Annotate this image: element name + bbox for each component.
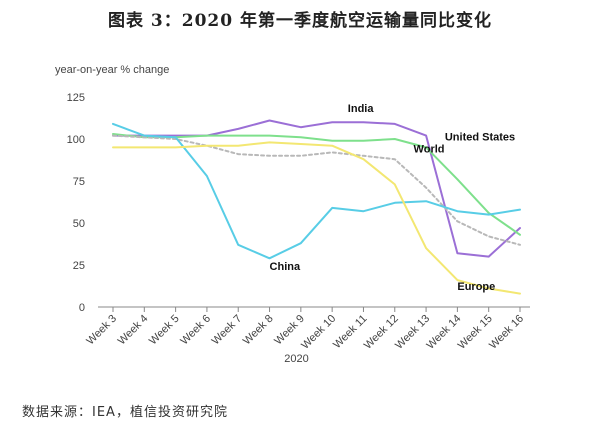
y-tick-label: 100	[67, 134, 85, 146]
x-tick-label: Week 5	[147, 313, 182, 348]
series-line-china	[112, 122, 521, 260]
page-title: 图表 3：2020 年第一季度航空运输量同比变化	[108, 11, 492, 31]
series-line-india	[112, 119, 521, 258]
y-tick-label: 125	[67, 92, 85, 104]
x-tick-label: Week 10	[299, 313, 338, 352]
x-axis-label: 2020	[284, 353, 308, 365]
x-tick-label: Week 4	[116, 313, 151, 348]
line-chart: year-on-year % change 0 25 50 75 100 125 Week…	[55, 64, 530, 365]
series-lines	[112, 119, 521, 295]
y-axis-label: year-on-year % change	[55, 64, 169, 76]
y-tick-label: 0	[79, 302, 85, 314]
series-line-world	[112, 134, 521, 246]
series-label-europe: Europe	[457, 281, 495, 293]
y-tick-label: 75	[73, 176, 85, 188]
series-line-united-states	[112, 133, 521, 236]
x-tick-label: Week 7	[210, 313, 245, 348]
series-label-world: World	[414, 143, 445, 155]
x-tick-label: Week 16	[487, 313, 526, 352]
y-tick-label: 50	[73, 218, 85, 230]
series-label-united-states: United States	[445, 132, 515, 144]
series-label-india: India	[348, 103, 375, 115]
source-note: 数据来源：IEA，植信投资研究院	[22, 405, 228, 420]
series-label-china: China	[270, 261, 301, 273]
y-axis-ticks: 0 25 50 75 100 125	[67, 92, 85, 314]
y-tick-label: 25	[73, 260, 85, 272]
series-line-europe	[112, 141, 521, 295]
x-tick-label: Week 8	[241, 313, 276, 348]
x-tick-label: Week 6	[178, 313, 213, 348]
x-tick-label: Week 3	[84, 313, 119, 348]
